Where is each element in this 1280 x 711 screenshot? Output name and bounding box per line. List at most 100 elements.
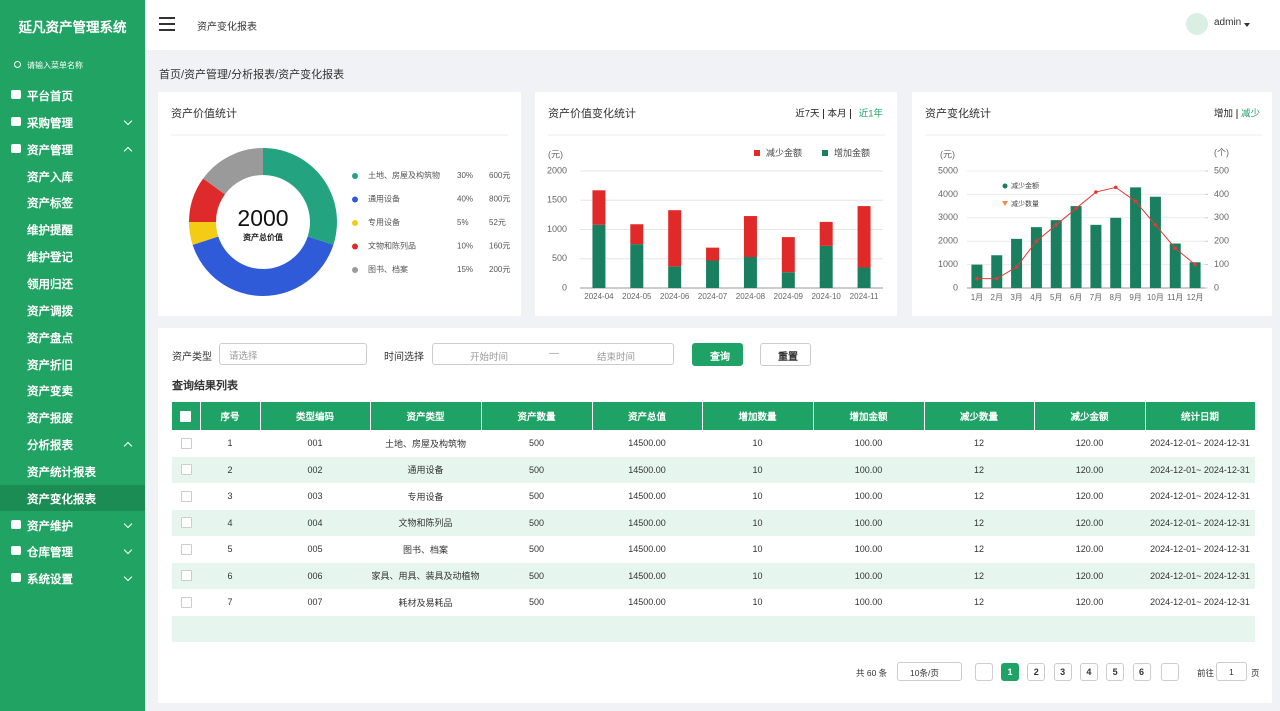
checkbox[interactable] <box>180 490 192 502</box>
page-size-label: 10条/页 <box>910 668 939 678</box>
menu-item[interactable]: 资产变化报表 <box>27 493 96 506</box>
x-tick-label: 2024-04 <box>584 292 614 301</box>
x-tick-label: 2024-08 <box>736 292 766 301</box>
page-button[interactable] <box>1053 663 1072 681</box>
checkbox[interactable] <box>180 596 192 608</box>
legend-label: 文物和陈列品 <box>368 241 416 251</box>
x-tick-label: 4月 <box>1030 293 1042 302</box>
date-range[interactable] <box>432 343 674 365</box>
header-cell: 增加金额 <box>813 402 925 430</box>
y-tick-label: 4000 <box>938 189 958 199</box>
point <box>1034 239 1039 243</box>
toggle-option[interactable]: 减少 <box>1241 108 1261 120</box>
select[interactable] <box>219 343 367 365</box>
bar <box>781 272 795 288</box>
bar <box>1050 220 1062 288</box>
y2-tick-label: 500 <box>1214 165 1229 175</box>
page-size[interactable] <box>897 662 962 681</box>
legend-label: 通用设备 <box>368 194 400 204</box>
cell <box>172 563 200 590</box>
toggle-option[interactable]: 本月 <box>827 108 846 120</box>
total-label: 资产总价值 <box>243 232 283 242</box>
breadcrumb: 首页/资产管理/分析报表/资产变化报表 <box>159 69 345 81</box>
menu-item[interactable]: 资产统计报表 <box>27 466 96 479</box>
bar <box>857 267 871 288</box>
menu-item[interactable]: 采购管理 <box>27 117 73 130</box>
page-number[interactable]: 2 <box>1033 667 1039 677</box>
checkbox[interactable] <box>180 517 192 529</box>
menu-item[interactable]: 资产报废 <box>27 413 73 426</box>
page-button[interactable] <box>1079 663 1098 681</box>
pie-slice <box>189 178 225 222</box>
point <box>1113 185 1118 190</box>
x-tick-label: 2024-07 <box>698 292 728 301</box>
page-button[interactable] <box>1001 663 1019 681</box>
cell: 006 <box>307 570 323 581</box>
chevron <box>123 546 133 555</box>
menu-item[interactable]: 资产维护 <box>27 520 73 533</box>
bar <box>1030 227 1042 288</box>
chevron <box>123 441 133 451</box>
point <box>1153 223 1158 227</box>
menu-search[interactable]: 请输入菜单名称 <box>27 61 83 70</box>
toggle-option[interactable]: 增加 <box>1214 108 1233 120</box>
menu-item[interactable]: 资产入库 <box>27 171 73 184</box>
menu-item[interactable]: 仓库管理 <box>27 547 73 560</box>
page-button[interactable] <box>1132 663 1151 681</box>
cell: 2024-12-01~ 2024-12-31 <box>1150 597 1250 608</box>
legend-label: 增加金额 <box>834 147 870 158</box>
checkbox[interactable] <box>180 543 192 555</box>
menu-item[interactable]: 领用归还 <box>27 278 73 291</box>
checkbox[interactable] <box>180 570 192 582</box>
menu-toggle[interactable] <box>159 17 175 19</box>
bar <box>743 256 757 288</box>
next-button[interactable] <box>1161 663 1179 681</box>
menu-item[interactable]: 资产变卖 <box>27 386 73 399</box>
menu-item[interactable]: 维护登记 <box>27 252 73 265</box>
toggle-option[interactable]: 近1年 <box>859 108 884 120</box>
goto-input[interactable] <box>1216 662 1247 681</box>
checkbox[interactable] <box>180 437 192 449</box>
menu-item[interactable]: 资产标签 <box>27 198 73 211</box>
header-cell: 序号 <box>200 402 261 430</box>
menu-item[interactable]: 分析报表 <box>27 440 73 453</box>
page-number[interactable]: 1 <box>1007 667 1013 677</box>
page-number[interactable]: 6 <box>1138 667 1144 677</box>
menu-item[interactable]: 系统设置 <box>27 574 73 587</box>
menu-toggle[interactable] <box>159 23 175 25</box>
cell: 100.00 <box>854 464 883 475</box>
tbody: 1 001 土地、房屋及构筑物 500 14500.00 10 100.00 12 120.00… <box>172 430 1255 642</box>
page-button[interactable] <box>1106 663 1125 681</box>
menu-item[interactable]: 资产折旧 <box>27 359 73 372</box>
x-tick-label: 9月 <box>1129 293 1141 302</box>
cell: 14500.00 <box>628 438 666 449</box>
menu-item[interactable]: 资产管理 <box>27 144 73 157</box>
page-number[interactable]: 4 <box>1086 667 1092 677</box>
cell: 120.00 <box>1075 544 1104 555</box>
menu-item[interactable]: 资产盘点 <box>27 332 73 345</box>
bar <box>991 255 1003 288</box>
page-number[interactable]: 5 <box>1112 667 1118 677</box>
prev-button[interactable] <box>975 663 993 681</box>
page-number[interactable]: 3 <box>1060 667 1066 677</box>
cell: 14500.00 <box>628 491 666 502</box>
search-label[interactable]: 查询 <box>710 352 730 363</box>
legend-amount: 200元 <box>489 265 510 274</box>
menu-item[interactable]: 资产调拨 <box>27 305 73 318</box>
toggle-option[interactable]: 近7天 <box>795 108 820 120</box>
header-cell: 类型编码 <box>260 402 371 430</box>
menu-item[interactable]: 维护提醒 <box>27 225 73 238</box>
checkbox[interactable] <box>180 464 192 476</box>
cell <box>172 616 1255 643</box>
menu-toggle[interactable] <box>159 29 175 31</box>
bar <box>781 237 795 273</box>
page-button[interactable] <box>1027 663 1046 681</box>
checkbox[interactable] <box>180 410 192 422</box>
cell: 1 <box>227 438 233 449</box>
user-name[interactable]: admin <box>1214 17 1242 28</box>
reset-label[interactable]: 重置 <box>778 352 798 363</box>
search-button[interactable] <box>692 343 743 366</box>
reset-button[interactable] <box>760 343 811 366</box>
menu-item[interactable]: 平台首页 <box>27 91 73 103</box>
